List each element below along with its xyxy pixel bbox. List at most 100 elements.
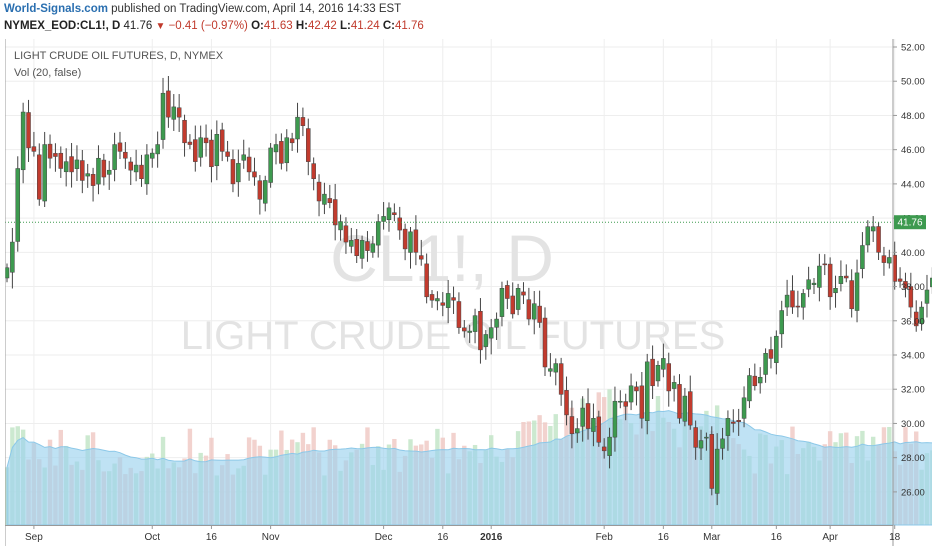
close-label: C: <box>382 20 395 32</box>
candle <box>671 375 677 402</box>
candle <box>553 358 559 386</box>
price-tick-label: 28.00 <box>901 453 925 464</box>
candle <box>85 163 90 188</box>
candle-body <box>741 397 747 419</box>
candle <box>720 427 725 460</box>
chart-area[interactable]: CL1!, D LIGHT CRUDE OIL FUTURES 52.00 50.… <box>4 39 932 546</box>
candle <box>919 301 924 331</box>
candle <box>865 220 871 253</box>
candle-body <box>133 164 139 173</box>
open-value: 41.63 <box>263 20 293 32</box>
candle <box>575 418 580 443</box>
candle <box>327 184 333 209</box>
candle-body <box>800 293 806 308</box>
candle-body <box>644 361 650 421</box>
candle <box>849 269 854 318</box>
candle-body <box>806 279 811 290</box>
candle <box>198 125 203 167</box>
candle <box>262 175 268 212</box>
candle <box>53 143 58 172</box>
candle <box>402 223 408 261</box>
candle-body <box>618 400 623 403</box>
candle-body <box>365 241 370 251</box>
candle-body <box>483 334 489 347</box>
candle-body <box>784 294 790 308</box>
candle-body <box>876 226 881 253</box>
candle-body <box>209 139 214 168</box>
candle <box>397 206 402 240</box>
candle <box>349 227 354 254</box>
change-value: −0.41 (−0.97%) <box>168 20 248 32</box>
candle-body <box>558 363 564 395</box>
candle <box>386 202 392 232</box>
candle <box>526 287 532 326</box>
time-tick-label: Nov <box>262 532 280 543</box>
candle <box>375 214 381 258</box>
price-tick-label: 32.00 <box>901 385 925 396</box>
candle-body <box>429 294 435 301</box>
candle <box>289 132 295 151</box>
candle-body <box>919 306 924 324</box>
candle <box>704 432 709 451</box>
candle <box>354 229 359 264</box>
candle-body <box>316 181 322 202</box>
candle <box>639 371 645 429</box>
candle-body <box>246 156 252 173</box>
candle-body <box>252 171 257 178</box>
candle-body <box>456 301 462 328</box>
candle-body <box>354 239 359 257</box>
candle-body <box>4 267 10 279</box>
candle-body <box>913 311 919 327</box>
candle-body <box>698 440 704 449</box>
candle-body <box>779 310 784 335</box>
candle-body <box>262 180 268 204</box>
candle <box>930 267 932 294</box>
candle-body <box>650 358 655 387</box>
candle <box>784 279 790 317</box>
candle <box>774 330 779 375</box>
candle-body <box>575 428 580 434</box>
candle <box>499 281 505 327</box>
candle-body <box>531 303 537 320</box>
legend-volume: Vol (20, false) <box>14 67 81 79</box>
low-value: 41.24 <box>350 20 380 32</box>
candle <box>913 300 919 332</box>
candle <box>359 235 365 269</box>
candle <box>139 154 144 187</box>
time-axis[interactable]: Sep Oct 16 Nov Dec 16 2016 Feb 16 Mar 16 Apr 18 <box>25 525 901 543</box>
site-link[interactable]: World-Signals.com <box>4 3 108 15</box>
candle-body <box>10 241 15 273</box>
candle <box>166 75 171 128</box>
candle-body <box>844 275 849 279</box>
last-price-label: 41.76 <box>894 215 926 230</box>
price-chart[interactable]: CL1!, D LIGHT CRUDE OIL FUTURES 52.0050.… <box>4 39 932 546</box>
candle-body <box>198 137 203 158</box>
candle <box>155 131 160 168</box>
candle-body <box>284 137 290 164</box>
candle-body <box>402 228 408 250</box>
candle <box>419 239 424 266</box>
candle-body <box>478 311 483 351</box>
candle-body <box>881 255 887 263</box>
candle <box>306 118 311 176</box>
candle <box>193 125 198 172</box>
candle <box>741 386 747 428</box>
candle-body <box>811 282 817 285</box>
candle <box>666 352 671 407</box>
candle <box>472 308 478 344</box>
candle-body <box>736 420 741 422</box>
time-tick-label: 16 <box>437 532 449 543</box>
candle-body <box>521 291 526 296</box>
candle-body <box>236 163 241 183</box>
candle <box>47 134 53 169</box>
candle-body <box>903 281 908 289</box>
candle-body <box>827 263 833 298</box>
candle-body <box>53 153 58 157</box>
candle <box>860 232 865 279</box>
price-tick-label: 44.00 <box>901 179 925 190</box>
candle-body <box>510 295 515 315</box>
candle-body <box>601 446 607 452</box>
down-arrow-icon: ▼ <box>155 21 166 32</box>
candle <box>661 343 666 378</box>
candle-body <box>747 375 752 402</box>
